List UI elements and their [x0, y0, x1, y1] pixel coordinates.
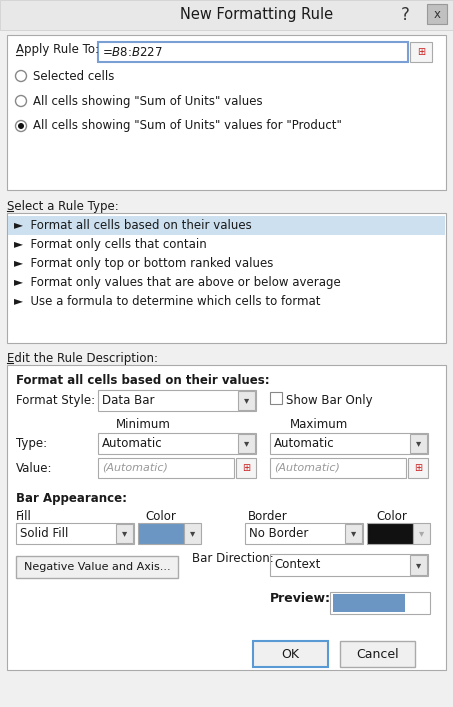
- Text: =$B$8:$B$227: =$B$8:$B$227: [102, 45, 163, 59]
- Bar: [330, 592, 430, 614]
- Text: ▾: ▾: [244, 438, 250, 448]
- Text: All cells showing "Sum of Units" values: All cells showing "Sum of Units" values: [33, 95, 263, 107]
- Text: Bar Appearance:: Bar Appearance:: [16, 492, 127, 505]
- Text: Edit the Rule Description:: Edit the Rule Description:: [7, 352, 158, 365]
- Text: Bar Direction:: Bar Direction:: [192, 552, 274, 566]
- Text: x: x: [434, 8, 440, 21]
- Bar: [333, 594, 405, 612]
- Text: No Border: No Border: [249, 527, 308, 540]
- Text: Automatic: Automatic: [102, 437, 163, 450]
- Text: Format all cells based on their values:: Format all cells based on their values:: [16, 374, 270, 387]
- Bar: [16, 556, 178, 578]
- Text: Maximum: Maximum: [290, 418, 348, 431]
- Text: Select a Rule Type:: Select a Rule Type:: [7, 200, 119, 213]
- Text: Value:: Value:: [16, 462, 53, 475]
- Bar: [184, 523, 201, 544]
- Bar: [0, 0, 453, 30]
- Text: Solid Fill: Solid Fill: [20, 527, 68, 540]
- Bar: [270, 458, 406, 478]
- Text: ?: ?: [400, 6, 410, 24]
- Text: Preview:: Preview:: [270, 592, 331, 604]
- Bar: [98, 42, 408, 62]
- Bar: [98, 458, 234, 478]
- Circle shape: [15, 120, 26, 132]
- Bar: [138, 523, 184, 544]
- Circle shape: [15, 95, 26, 107]
- Circle shape: [15, 71, 26, 81]
- Text: ▾: ▾: [416, 560, 422, 570]
- Text: ⊞: ⊞: [414, 463, 422, 473]
- Bar: [238, 391, 255, 410]
- Text: Border: Border: [248, 510, 288, 523]
- Bar: [236, 458, 256, 478]
- Text: Context: Context: [274, 559, 320, 571]
- Bar: [8, 216, 445, 235]
- Bar: [7, 213, 446, 343]
- Text: ▾: ▾: [122, 529, 128, 539]
- Text: Selected cells: Selected cells: [33, 69, 114, 83]
- Text: Show Bar Only: Show Bar Only: [286, 394, 373, 407]
- Text: (Automatic): (Automatic): [274, 463, 340, 473]
- Bar: [270, 433, 428, 454]
- Bar: [410, 555, 427, 575]
- Circle shape: [18, 123, 24, 129]
- Bar: [413, 523, 430, 544]
- Text: ►  Format only values that are above or below average: ► Format only values that are above or b…: [14, 276, 341, 289]
- Text: ▾: ▾: [416, 438, 422, 448]
- Text: ⊞: ⊞: [242, 463, 250, 473]
- Bar: [270, 392, 282, 404]
- Bar: [98, 390, 256, 411]
- Text: ▾: ▾: [244, 395, 250, 406]
- Bar: [340, 641, 415, 667]
- Bar: [345, 524, 362, 543]
- Bar: [270, 554, 428, 576]
- Text: ⊞: ⊞: [417, 47, 425, 57]
- Bar: [98, 433, 256, 454]
- Text: ▾: ▾: [352, 529, 357, 539]
- Text: Apply Rule To:: Apply Rule To:: [16, 44, 99, 57]
- Bar: [410, 42, 432, 62]
- Text: Fill: Fill: [16, 510, 32, 523]
- Text: ►  Format all cells based on their values: ► Format all cells based on their values: [14, 219, 252, 232]
- Bar: [16, 523, 134, 544]
- Text: ▾: ▾: [419, 529, 424, 539]
- Text: Data Bar: Data Bar: [102, 394, 154, 407]
- Text: Color: Color: [376, 510, 407, 523]
- Text: Type:: Type:: [16, 437, 47, 450]
- Bar: [7, 35, 446, 190]
- Text: ►  Use a formula to determine which cells to format: ► Use a formula to determine which cells…: [14, 295, 321, 308]
- Bar: [116, 524, 133, 543]
- Text: ►  Format only cells that contain: ► Format only cells that contain: [14, 238, 207, 251]
- Text: Cancel: Cancel: [356, 648, 399, 660]
- Text: OK: OK: [281, 648, 299, 660]
- Text: (Automatic): (Automatic): [102, 463, 168, 473]
- Text: Color: Color: [145, 510, 176, 523]
- Bar: [367, 523, 413, 544]
- Text: Negative Value and Axis...: Negative Value and Axis...: [24, 562, 170, 572]
- Text: Format Style:: Format Style:: [16, 394, 95, 407]
- Text: ▾: ▾: [190, 529, 195, 539]
- Bar: [408, 458, 428, 478]
- Bar: [427, 4, 447, 24]
- Text: All cells showing "Sum of Units" values for "Product": All cells showing "Sum of Units" values …: [33, 119, 342, 132]
- Bar: [245, 523, 363, 544]
- Bar: [238, 434, 255, 453]
- Text: New Formatting Rule: New Formatting Rule: [180, 8, 333, 23]
- Bar: [410, 434, 427, 453]
- Text: Automatic: Automatic: [274, 437, 335, 450]
- Bar: [7, 365, 446, 670]
- Bar: [253, 641, 328, 667]
- Text: Minimum: Minimum: [116, 418, 171, 431]
- Text: ►  Format only top or bottom ranked values: ► Format only top or bottom ranked value…: [14, 257, 273, 270]
